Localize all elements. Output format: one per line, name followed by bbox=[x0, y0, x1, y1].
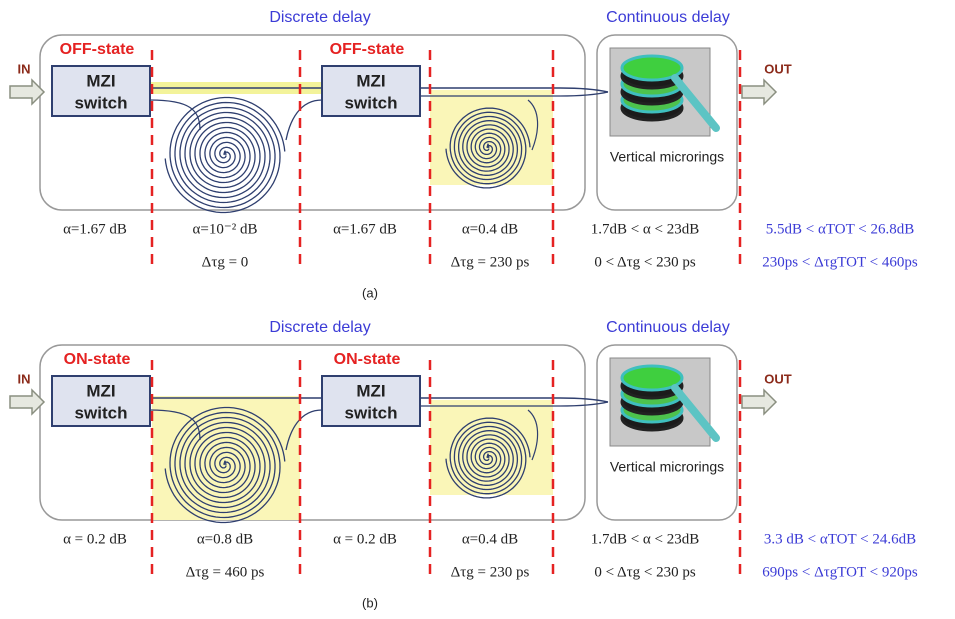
loss-label: 5.5dB < αTOT < 26.8dB bbox=[766, 221, 914, 237]
delay-label: Δτg = 230 ps bbox=[451, 564, 530, 580]
loss-label: 1.7dB < α < 23dB bbox=[591, 221, 700, 237]
delay-label: 690ps < ΔτgTOT < 920ps bbox=[762, 564, 918, 580]
loss-label: 3.3 dB < αTOT < 24.6dB bbox=[764, 531, 916, 547]
switch-state: OFF-state bbox=[60, 41, 135, 58]
io-label: IN bbox=[18, 61, 31, 76]
loss-label: α=0.8 dB bbox=[197, 531, 253, 547]
loss-label: α = 0.2 dB bbox=[63, 531, 127, 547]
section-title: Continuous delay bbox=[606, 9, 730, 26]
microrings-label: Vertical microrings bbox=[610, 149, 724, 165]
microrings-label: Vertical microrings bbox=[610, 459, 724, 475]
switch-label: MZI bbox=[356, 71, 385, 90]
section-title: Continuous delay bbox=[606, 319, 730, 336]
loss-label: α=1.67 dB bbox=[333, 221, 397, 237]
switch-label: switch bbox=[345, 403, 398, 422]
loss-label: α = 0.2 dB bbox=[333, 531, 397, 547]
switch-label: MZI bbox=[86, 71, 115, 90]
switch-label: MZI bbox=[356, 381, 385, 400]
switch-label: switch bbox=[75, 403, 128, 422]
delay-label: Δτg = 460 ps bbox=[186, 564, 265, 580]
loss-label: 1.7dB < α < 23dB bbox=[591, 531, 700, 547]
switch-label: switch bbox=[75, 93, 128, 112]
delay-label: 0 < Δτg < 230 ps bbox=[594, 564, 696, 580]
section-title: Discrete delay bbox=[269, 319, 370, 336]
switch-state: ON-state bbox=[64, 351, 131, 368]
delay-label: Δτg = 230 ps bbox=[451, 254, 530, 270]
panel-label: (b) bbox=[362, 595, 378, 610]
switch-state: OFF-state bbox=[330, 41, 405, 58]
loss-label: α=0.4 dB bbox=[462, 221, 518, 237]
loss-label: α=0.4 dB bbox=[462, 531, 518, 547]
delay-label: 230ps < ΔτgTOT < 460ps bbox=[762, 254, 918, 270]
section-title: Discrete delay bbox=[269, 9, 370, 26]
loss-label: α=1.67 dB bbox=[63, 221, 127, 237]
switch-state: ON-state bbox=[334, 351, 401, 368]
delay-label: Δτg = 0 bbox=[202, 254, 249, 270]
switch-label: switch bbox=[345, 93, 398, 112]
panel-label: (a) bbox=[362, 285, 378, 300]
io-label: OUT bbox=[764, 371, 792, 386]
figure: Discrete delay Continuous delay MZI switch O… bbox=[0, 0, 955, 619]
delay-label: 0 < Δτg < 230 ps bbox=[594, 254, 696, 270]
io-label: OUT bbox=[764, 61, 792, 76]
loss-label: α=10⁻² dB bbox=[193, 221, 258, 237]
switch-label: MZI bbox=[86, 381, 115, 400]
io-label: IN bbox=[18, 371, 31, 386]
